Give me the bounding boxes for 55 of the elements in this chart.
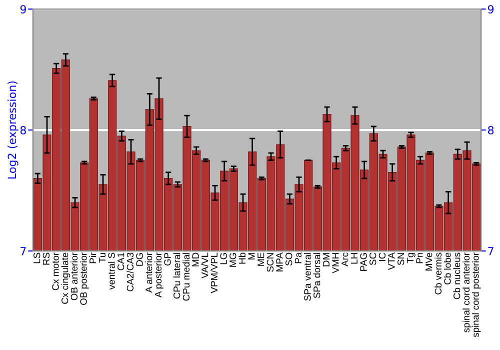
x-tick-label: VA/VL <box>201 252 208 278</box>
x-tick-label: Cb vermis <box>434 252 442 294</box>
x-tick-label: SC <box>370 252 376 266</box>
x-tick-label: M <box>248 253 255 260</box>
y2-tick-label: 8 <box>488 126 494 134</box>
x-tick-label: A anterior <box>145 252 152 293</box>
y2-tick-label: 7 <box>488 247 494 256</box>
x-tick-label: SCN <box>266 253 274 272</box>
x-tick-label: VTA <box>388 252 395 270</box>
x-tick-label: ME <box>258 252 264 266</box>
x-tick-label: Pn <box>416 252 423 264</box>
x-tick-label: ventral S <box>108 252 115 290</box>
x-tick-label: LS <box>34 252 40 264</box>
x-tick-label: LH <box>350 253 358 264</box>
x-tick-label: spinal cord posterior <box>472 252 481 338</box>
x-tick-label: VMH <box>332 253 339 274</box>
x-tick-label: SPa dorsal <box>313 252 320 298</box>
x-tick-label: CPu lateral <box>173 252 180 299</box>
x-tick-label: MD <box>192 252 199 266</box>
x-tick-label: LG <box>220 253 227 264</box>
x-tick-label: Cb lobe <box>444 252 451 284</box>
x-tick-label: OB anterior <box>70 252 78 300</box>
x-tick-label: MVe <box>426 252 432 270</box>
x-tick-label: MG <box>230 253 236 267</box>
x-tick-label: OB posterior <box>80 252 89 305</box>
y-axis-title: Log2 (expression) <box>8 81 18 178</box>
x-tick-label: Pa <box>294 252 302 264</box>
x-tick-label: Hb <box>238 252 246 264</box>
x-tick-label: Arc <box>342 252 348 266</box>
x-tick-label: PAG <box>360 253 367 271</box>
x-tick-label: DG <box>136 253 143 266</box>
x-tick-label: Pir <box>89 252 96 264</box>
y-tick-label: 8 <box>20 126 26 134</box>
x-tick-label: GP <box>164 252 171 266</box>
x-tick-label: SO <box>286 252 292 266</box>
y-tick-label: 9 <box>20 5 26 14</box>
x-tick-label: spinal cord anterior <box>462 252 472 332</box>
y-tick-label: 7 <box>20 247 26 256</box>
x-tick-label: Cx cingulate <box>61 252 70 304</box>
x-tick-label: SN <box>398 253 404 266</box>
x-tick-label: Cx motor <box>52 252 59 290</box>
x-tick-label: CA2/CA3 <box>126 252 134 292</box>
x-tick-label: Tu <box>98 252 106 263</box>
x-tick-label: A posterior <box>154 252 164 298</box>
x-tick-label: RS <box>42 252 50 265</box>
x-tick-label: MPA <box>276 252 283 272</box>
x-tick-label: Tg <box>406 252 416 264</box>
x-tick-label: SPa ventral <box>304 252 311 301</box>
x-tick-label: VPM/VPL <box>210 252 218 294</box>
y2-tick-label: 9 <box>488 5 494 14</box>
x-tick-label: CPu medial <box>182 252 190 301</box>
x-tick-label: Cb nucleus <box>453 252 460 300</box>
x-tick-label: DM <box>322 253 330 266</box>
x-tick-label: IC <box>378 252 386 261</box>
x-tick-label: CA1 <box>118 252 124 270</box>
